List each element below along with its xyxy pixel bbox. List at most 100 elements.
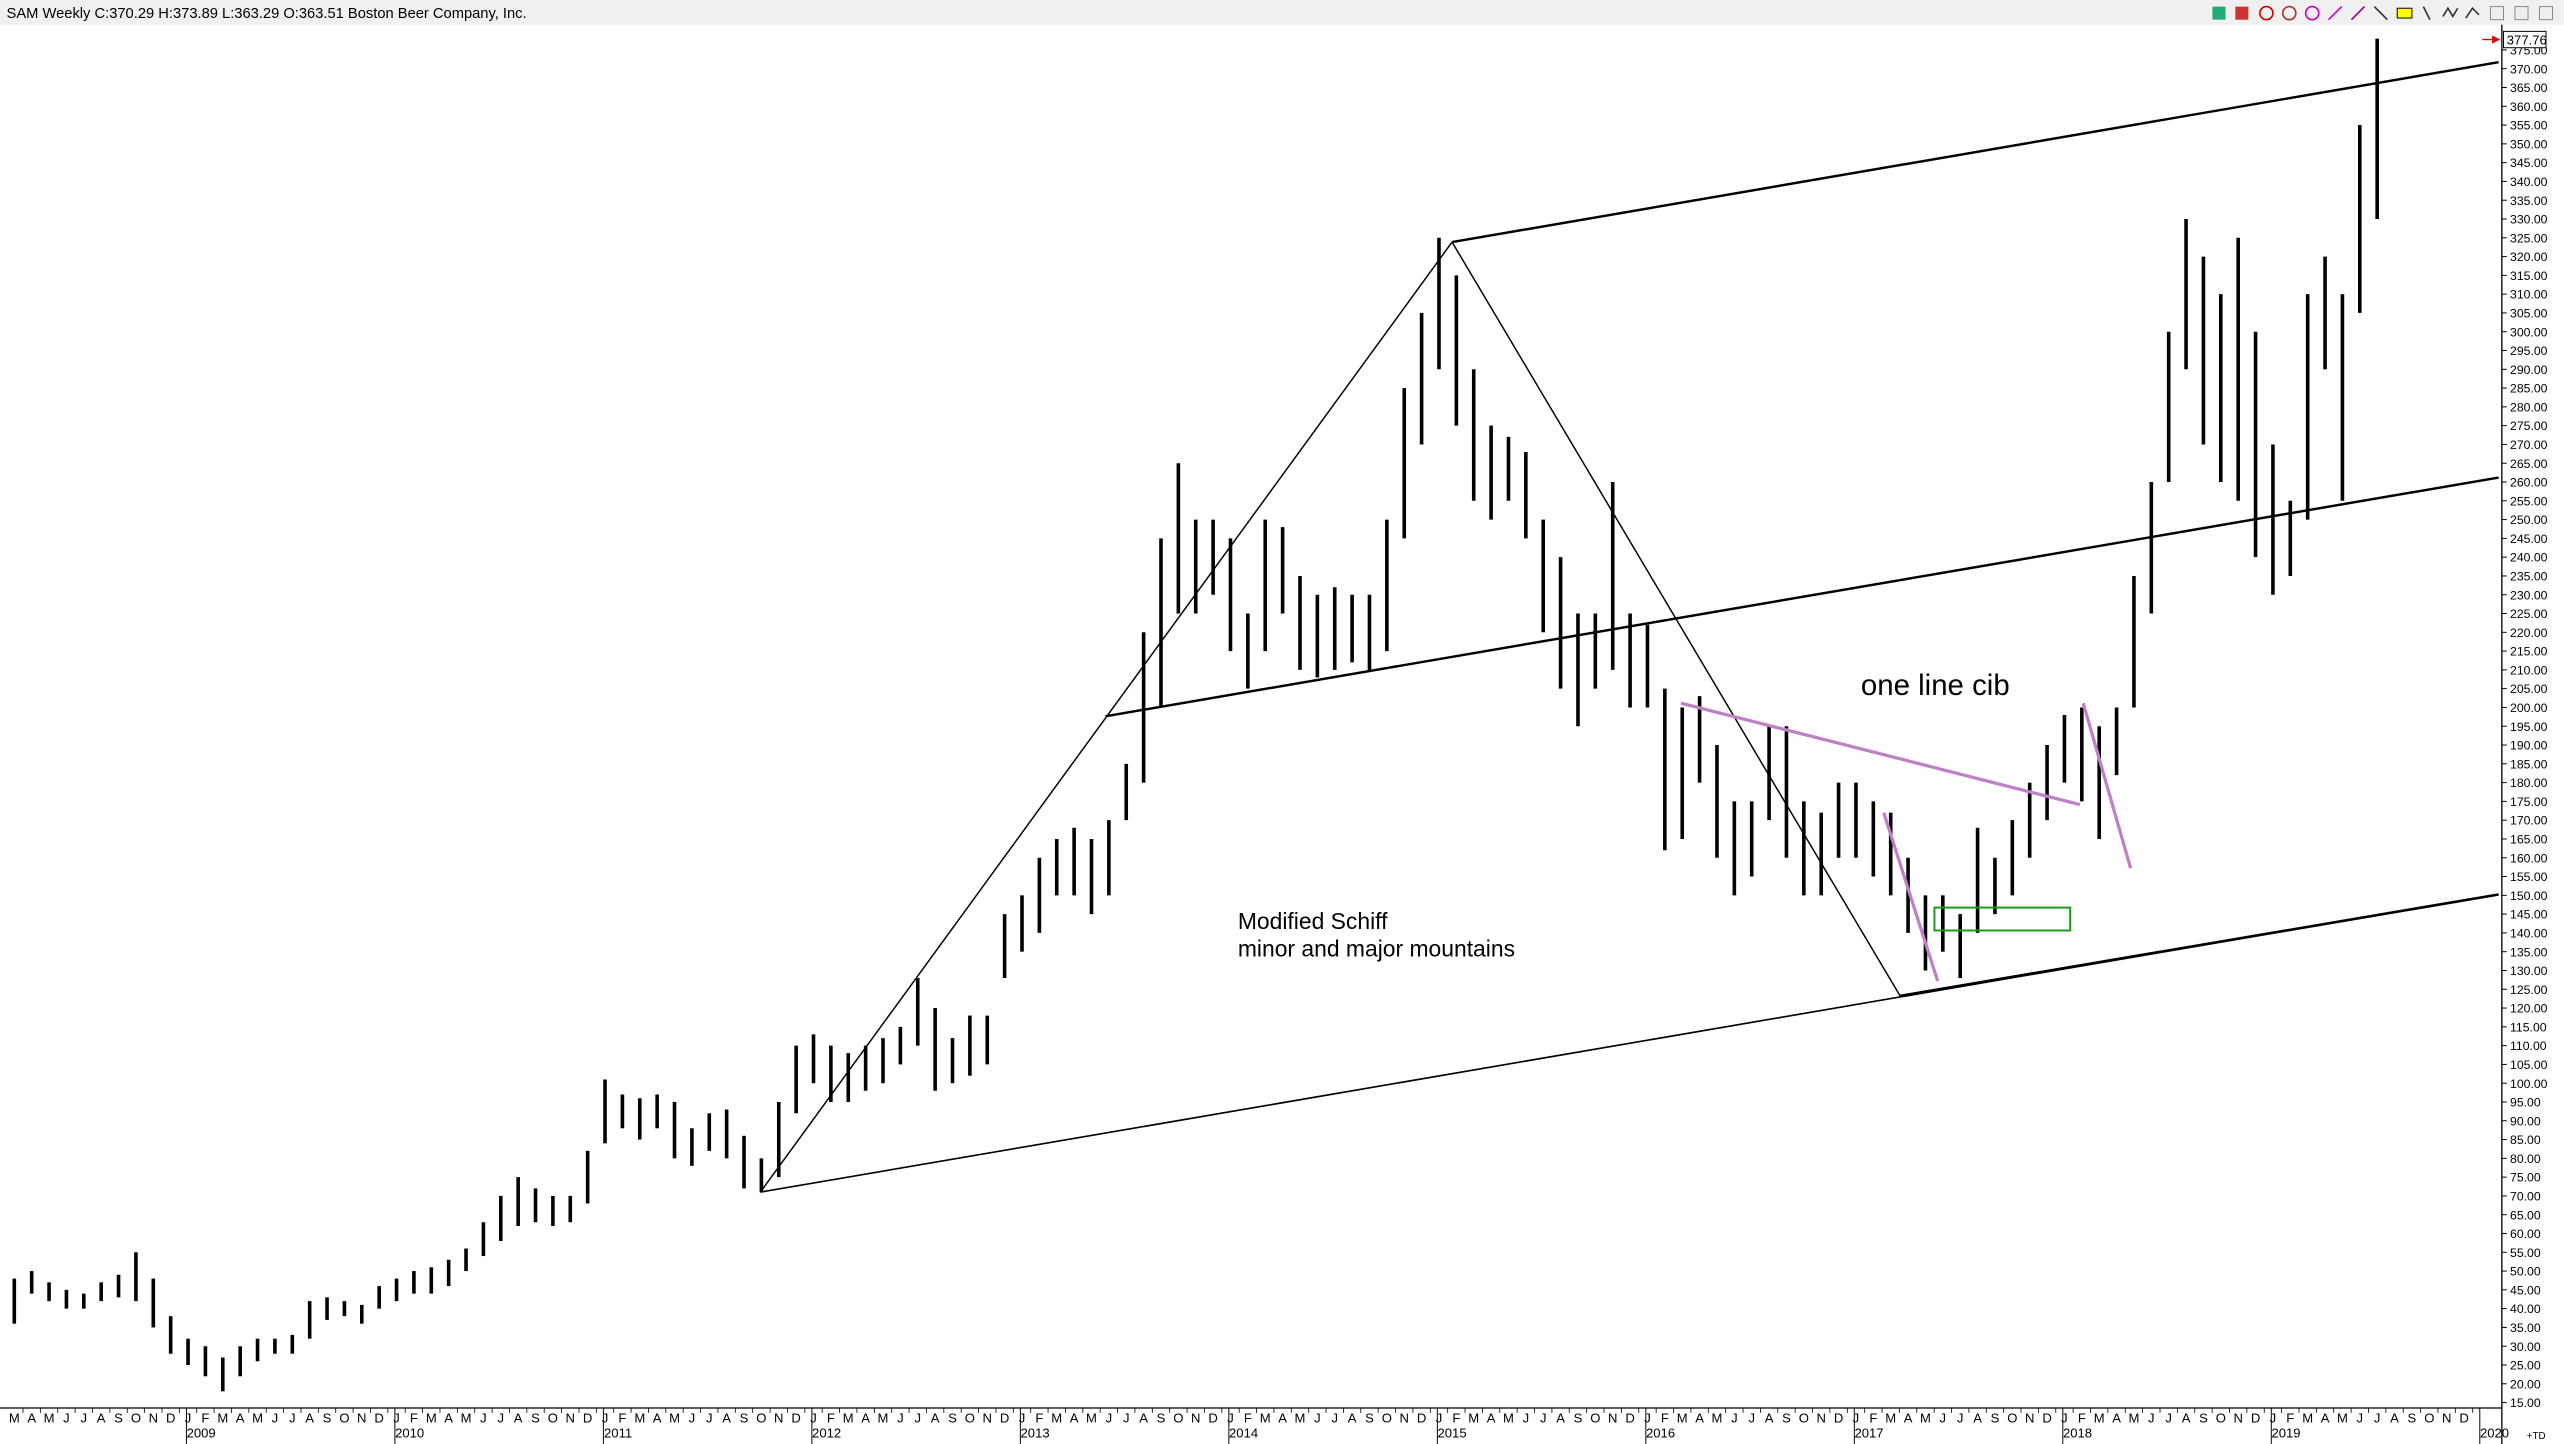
year-label: 2020 <box>2480 1425 2509 1440</box>
x-tick-label: A <box>2321 1411 2330 1426</box>
x-tick-label: S <box>2199 1411 2208 1426</box>
x-tick-label: N <box>2025 1411 2034 1426</box>
window-button[interactable] <box>2538 6 2554 21</box>
y-tick-label: 260.00 <box>2510 476 2548 490</box>
tool-icon[interactable] <box>2442 6 2459 18</box>
y-tick-label: 350.00 <box>2510 137 2548 151</box>
y-tick-label: 170.00 <box>2510 814 2548 828</box>
tool-icon[interactable] <box>2259 5 2274 21</box>
tool-icon[interactable] <box>2373 6 2388 21</box>
x-tick-label: A <box>861 1411 870 1426</box>
y-tick-label: 50.00 <box>2510 1265 2541 1279</box>
x-tick-label: D <box>374 1411 383 1426</box>
annotation: one line cib <box>1861 669 2010 702</box>
year-label: 2019 <box>2271 1425 2300 1440</box>
x-tick-label: M <box>1885 1411 1896 1426</box>
x-tick-label: A <box>1278 1411 1287 1426</box>
y-tick-label: 320.00 <box>2510 250 2548 264</box>
y-tick-label: 200.00 <box>2510 701 2548 715</box>
x-tick-label: J <box>272 1411 279 1426</box>
y-tick-label: 150.00 <box>2510 889 2548 903</box>
y-tick-label: 205.00 <box>2510 682 2548 696</box>
tool-icon[interactable] <box>2327 6 2343 21</box>
x-tick-label: N <box>774 1411 783 1426</box>
price-bars <box>12 38 2379 1392</box>
x-tick-label: D <box>2251 1411 2260 1426</box>
tool-icon[interactable] <box>2212 6 2226 20</box>
year-label: 2017 <box>1854 1425 1883 1440</box>
x-tick-label: M <box>1468 1411 1479 1426</box>
chart-title: SAM Weekly C:370.29 H:373.89 L:363.29 O:… <box>7 6 527 22</box>
x-tick-label: M <box>252 1411 263 1426</box>
year-label: 2018 <box>2063 1425 2092 1440</box>
x-tick-label: D <box>1208 1411 1217 1426</box>
x-tick-label: S <box>114 1411 123 1426</box>
x-tick-label: M <box>2128 1411 2139 1426</box>
x-tick-label: A <box>444 1411 453 1426</box>
tool-icon[interactable] <box>2281 5 2297 21</box>
y-tick-label: 325.00 <box>2510 231 2548 245</box>
tool-icon[interactable] <box>2235 6 2249 20</box>
x-tick-label: F <box>201 1411 209 1426</box>
y-tick-label: 315.00 <box>2510 269 2548 283</box>
y-tick-label: 240.00 <box>2510 551 2548 565</box>
y-tick-label: 225.00 <box>2510 607 2548 621</box>
year-label: 2010 <box>395 1425 424 1440</box>
tool-icon[interactable] <box>2465 6 2480 19</box>
x-tick-label: M <box>426 1411 437 1426</box>
y-tick-label: 60.00 <box>2510 1227 2541 1241</box>
window-button[interactable] <box>2489 6 2504 21</box>
x-tick-label: J <box>2165 1411 2172 1426</box>
y-tick-label: 65.00 <box>2510 1208 2541 1222</box>
x-tick-label: O <box>965 1411 975 1426</box>
y-tick-label: 250.00 <box>2510 513 2548 527</box>
x-tick-label: M <box>1920 1411 1931 1426</box>
y-tick-label: 300.00 <box>2510 325 2548 339</box>
y-tick-label: 235.00 <box>2510 570 2548 584</box>
x-tick-label: A <box>27 1411 36 1426</box>
x-tick-label: D <box>583 1411 592 1426</box>
tool-icon[interactable] <box>2350 6 2366 21</box>
x-tick-label: A <box>1487 1411 1496 1426</box>
x-tick-label: A <box>2112 1411 2121 1426</box>
x-tick-label: N <box>1608 1411 1617 1426</box>
last-price-label: 377.76 <box>2507 32 2547 47</box>
pitchfork-line <box>759 241 1453 1193</box>
x-tick-label: S <box>1365 1411 1374 1426</box>
tool-icon[interactable] <box>2304 5 2320 21</box>
x-tick-label: J <box>393 1411 400 1426</box>
y-tick-label: 290.00 <box>2510 363 2548 377</box>
x-tick-label: M <box>217 1411 228 1426</box>
last-price-box <box>2503 30 2547 49</box>
x-tick-label: F <box>1869 1411 1877 1426</box>
x-tick-label: J <box>2148 1411 2155 1426</box>
x-tick-label: N <box>983 1411 992 1426</box>
y-tick-label: 310.00 <box>2510 288 2548 302</box>
window-button[interactable] <box>2514 6 2529 21</box>
year-label: 2016 <box>1646 1425 1675 1440</box>
x-tick-label: S <box>740 1411 749 1426</box>
x-tick-label: J <box>185 1411 192 1426</box>
x-tick-label: D <box>166 1411 175 1426</box>
x-tick-label: J <box>63 1411 70 1426</box>
x-tick-label: S <box>1157 1411 1166 1426</box>
x-tick-label: O <box>1590 1411 1600 1426</box>
y-tick-label: 90.00 <box>2510 1114 2541 1128</box>
y-tick-label: 255.00 <box>2510 494 2548 508</box>
box <box>1933 906 2072 932</box>
y-tick-label: 335.00 <box>2510 194 2548 208</box>
y-tick-label: 155.00 <box>2510 870 2548 884</box>
x-tick-label: J <box>2357 1411 2364 1426</box>
tool-icon[interactable] <box>2396 7 2413 19</box>
x-tick-label: O <box>548 1411 558 1426</box>
x-tick-label: M <box>1677 1411 1688 1426</box>
x-tick-label: D <box>1625 1411 1634 1426</box>
x-tick-label: S <box>1782 1411 1791 1426</box>
x-tick-label: J <box>1019 1411 1026 1426</box>
last-price-arrow <box>2492 35 2501 44</box>
trend-line-pink <box>1882 812 1940 982</box>
x-tick-label: M <box>1051 1411 1062 1426</box>
tool-icon[interactable] <box>2422 6 2431 21</box>
trend-line <box>1899 893 2499 998</box>
year-label: 2011 <box>604 1425 632 1440</box>
